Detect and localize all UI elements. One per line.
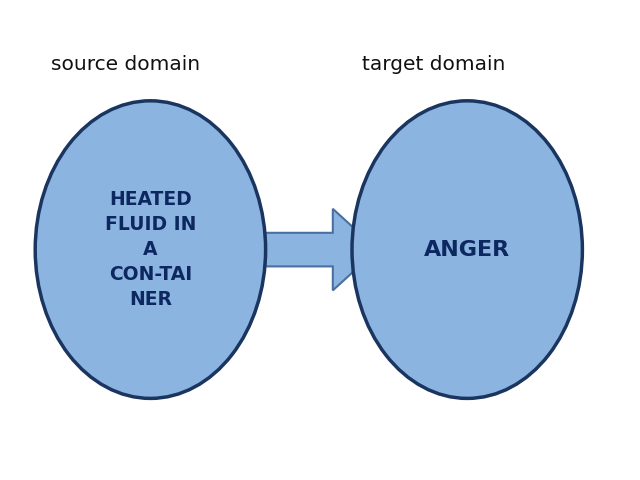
Ellipse shape: [35, 101, 266, 398]
Text: ANGER: ANGER: [424, 240, 510, 260]
Text: target domain: target domain: [362, 55, 505, 74]
Ellipse shape: [352, 101, 582, 398]
Text: HEATED
FLUID IN
A
CON-TAI
NER: HEATED FLUID IN A CON-TAI NER: [105, 190, 196, 309]
FancyArrow shape: [266, 209, 378, 290]
Text: source domain: source domain: [51, 55, 200, 74]
